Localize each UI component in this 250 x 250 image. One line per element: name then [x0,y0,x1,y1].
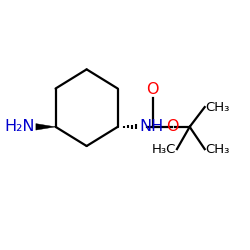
Text: CH₃: CH₃ [206,142,230,156]
Text: H₂N: H₂N [4,119,35,134]
Text: O: O [146,82,159,97]
Polygon shape [36,124,56,130]
Text: CH₃: CH₃ [206,100,230,114]
Text: H₃C: H₃C [152,142,176,156]
Text: O: O [166,119,178,134]
Text: NH: NH [139,119,164,134]
